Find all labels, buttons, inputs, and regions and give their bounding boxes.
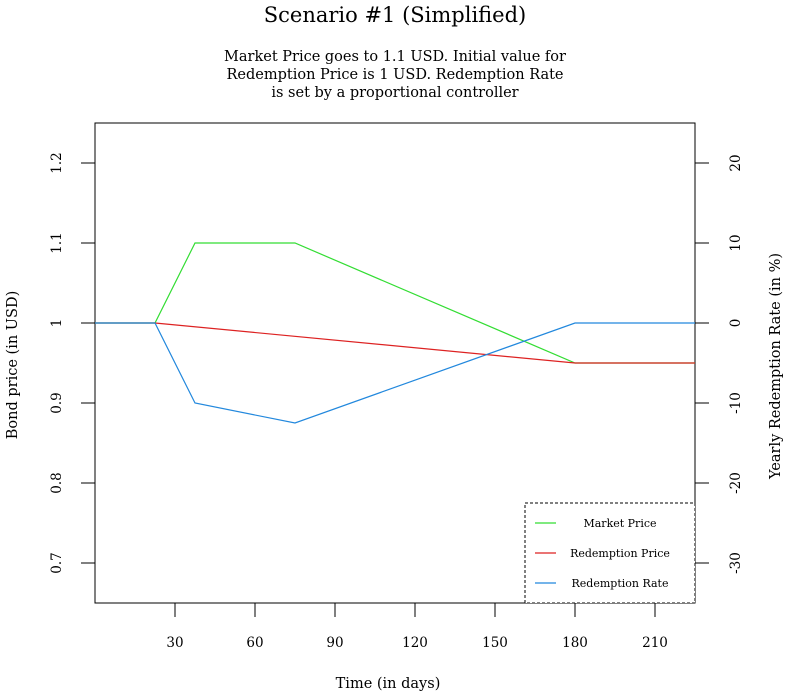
legend: Market Price Redemption Price Redemption R… [524, 502, 696, 604]
x-tick-label: 30 [166, 635, 183, 651]
y2-tick-label: 20 [728, 154, 744, 171]
series-line-2 [95, 322, 695, 424]
y2-axis-label: Yearly Redemption Rate (in %) [768, 253, 784, 480]
chart-subtitle-line-3: is set by a proportional controller [271, 85, 518, 101]
series-line-1 [95, 322, 695, 364]
y2-tick-label: -10 [728, 392, 744, 414]
y2-tick-label: 10 [728, 234, 744, 251]
x-tick-label: 60 [246, 635, 263, 651]
y-tick-label: 1 [49, 319, 65, 328]
x-tick-label: 120 [402, 635, 428, 651]
legend-label-0: Market Price [583, 517, 656, 530]
y-tick-label: 1.2 [49, 152, 65, 173]
chart-title: Scenario #1 (Simplified) [264, 3, 526, 27]
y2-tick-label: -30 [728, 552, 744, 574]
y-tick-label: 0.8 [49, 472, 65, 493]
y-axis-right: -30 -20 -10 0 10 20 [695, 154, 744, 574]
y-axis-left: 0.7 0.8 0.9 1 1.1 1.2 [49, 152, 95, 574]
x-axis-label: Time (in days) [336, 676, 441, 692]
y2-tick-label: 0 [728, 319, 744, 328]
legend-label-1: Redemption Price [570, 547, 670, 560]
x-axis: 30 60 90 120 150 180 210 [166, 603, 668, 651]
y-axis-label: Bond price (in USD) [5, 291, 21, 439]
x-tick-label: 150 [482, 635, 508, 651]
y-tick-label: 0.7 [49, 552, 65, 573]
chart-subtitle-line-2: Redemption Price is 1 USD. Redemption Ra… [226, 67, 563, 83]
x-tick-label: 180 [562, 635, 588, 651]
series-lines [95, 242, 695, 424]
legend-label-2: Redemption Rate [572, 577, 669, 590]
series-line-0 [95, 242, 695, 364]
chart-subtitle-line-1: Market Price goes to 1.1 USD. Initial va… [224, 49, 566, 65]
y-tick-label: 1.1 [49, 232, 65, 253]
x-tick-label: 90 [326, 635, 343, 651]
x-tick-label: 210 [642, 635, 668, 651]
y-tick-label: 0.9 [49, 392, 65, 413]
y2-tick-label: -20 [728, 472, 744, 494]
